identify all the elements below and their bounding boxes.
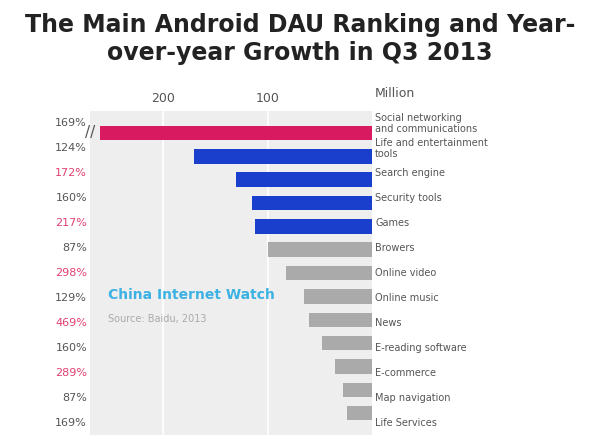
Text: Search engine: Search engine <box>375 168 445 178</box>
Text: 172%: 172% <box>55 168 87 178</box>
Bar <box>322 336 372 350</box>
Text: 87%: 87% <box>62 243 87 253</box>
Text: 124%: 124% <box>55 143 87 153</box>
Text: 87%: 87% <box>62 393 87 403</box>
Text: 469%: 469% <box>55 318 87 328</box>
Text: Map navigation: Map navigation <box>375 393 451 403</box>
Bar <box>310 313 372 327</box>
Text: Browers: Browers <box>375 243 415 253</box>
Text: Security tools: Security tools <box>375 193 442 203</box>
Text: 169%: 169% <box>55 119 87 128</box>
Bar <box>252 196 372 210</box>
Bar <box>347 406 372 420</box>
Text: 160%: 160% <box>55 193 87 203</box>
Bar <box>335 359 372 374</box>
Text: 129%: 129% <box>55 293 87 303</box>
Text: Source: Baidu, 2013: Source: Baidu, 2013 <box>108 313 206 324</box>
Text: News: News <box>375 318 401 328</box>
Text: //: // <box>85 126 95 140</box>
Text: 169%: 169% <box>55 418 87 428</box>
Text: Million: Million <box>375 87 415 100</box>
Text: Online music: Online music <box>375 293 439 303</box>
Bar <box>343 383 372 397</box>
Text: 160%: 160% <box>55 343 87 353</box>
Bar <box>268 242 372 257</box>
Text: Life and entertainment
tools: Life and entertainment tools <box>375 138 488 159</box>
Text: 298%: 298% <box>55 268 87 278</box>
Text: Social networking
and communications: Social networking and communications <box>375 113 477 134</box>
Bar <box>304 289 372 304</box>
Bar <box>236 172 372 187</box>
Text: Life Services: Life Services <box>375 418 437 428</box>
Text: Games: Games <box>375 218 409 228</box>
Text: The Main Android DAU Ranking and Year-
over-year Growth in Q3 2013: The Main Android DAU Ranking and Year- o… <box>25 13 575 65</box>
Text: E-reading software: E-reading software <box>375 343 467 353</box>
Bar <box>255 219 372 234</box>
Text: Online video: Online video <box>375 268 436 278</box>
Bar <box>100 126 372 140</box>
Text: China Internet Watch: China Internet Watch <box>108 288 275 302</box>
Text: 217%: 217% <box>55 218 87 228</box>
Text: 289%: 289% <box>55 368 87 378</box>
Text: E-commerce: E-commerce <box>375 368 436 378</box>
Bar <box>194 149 372 163</box>
Bar <box>286 266 372 280</box>
